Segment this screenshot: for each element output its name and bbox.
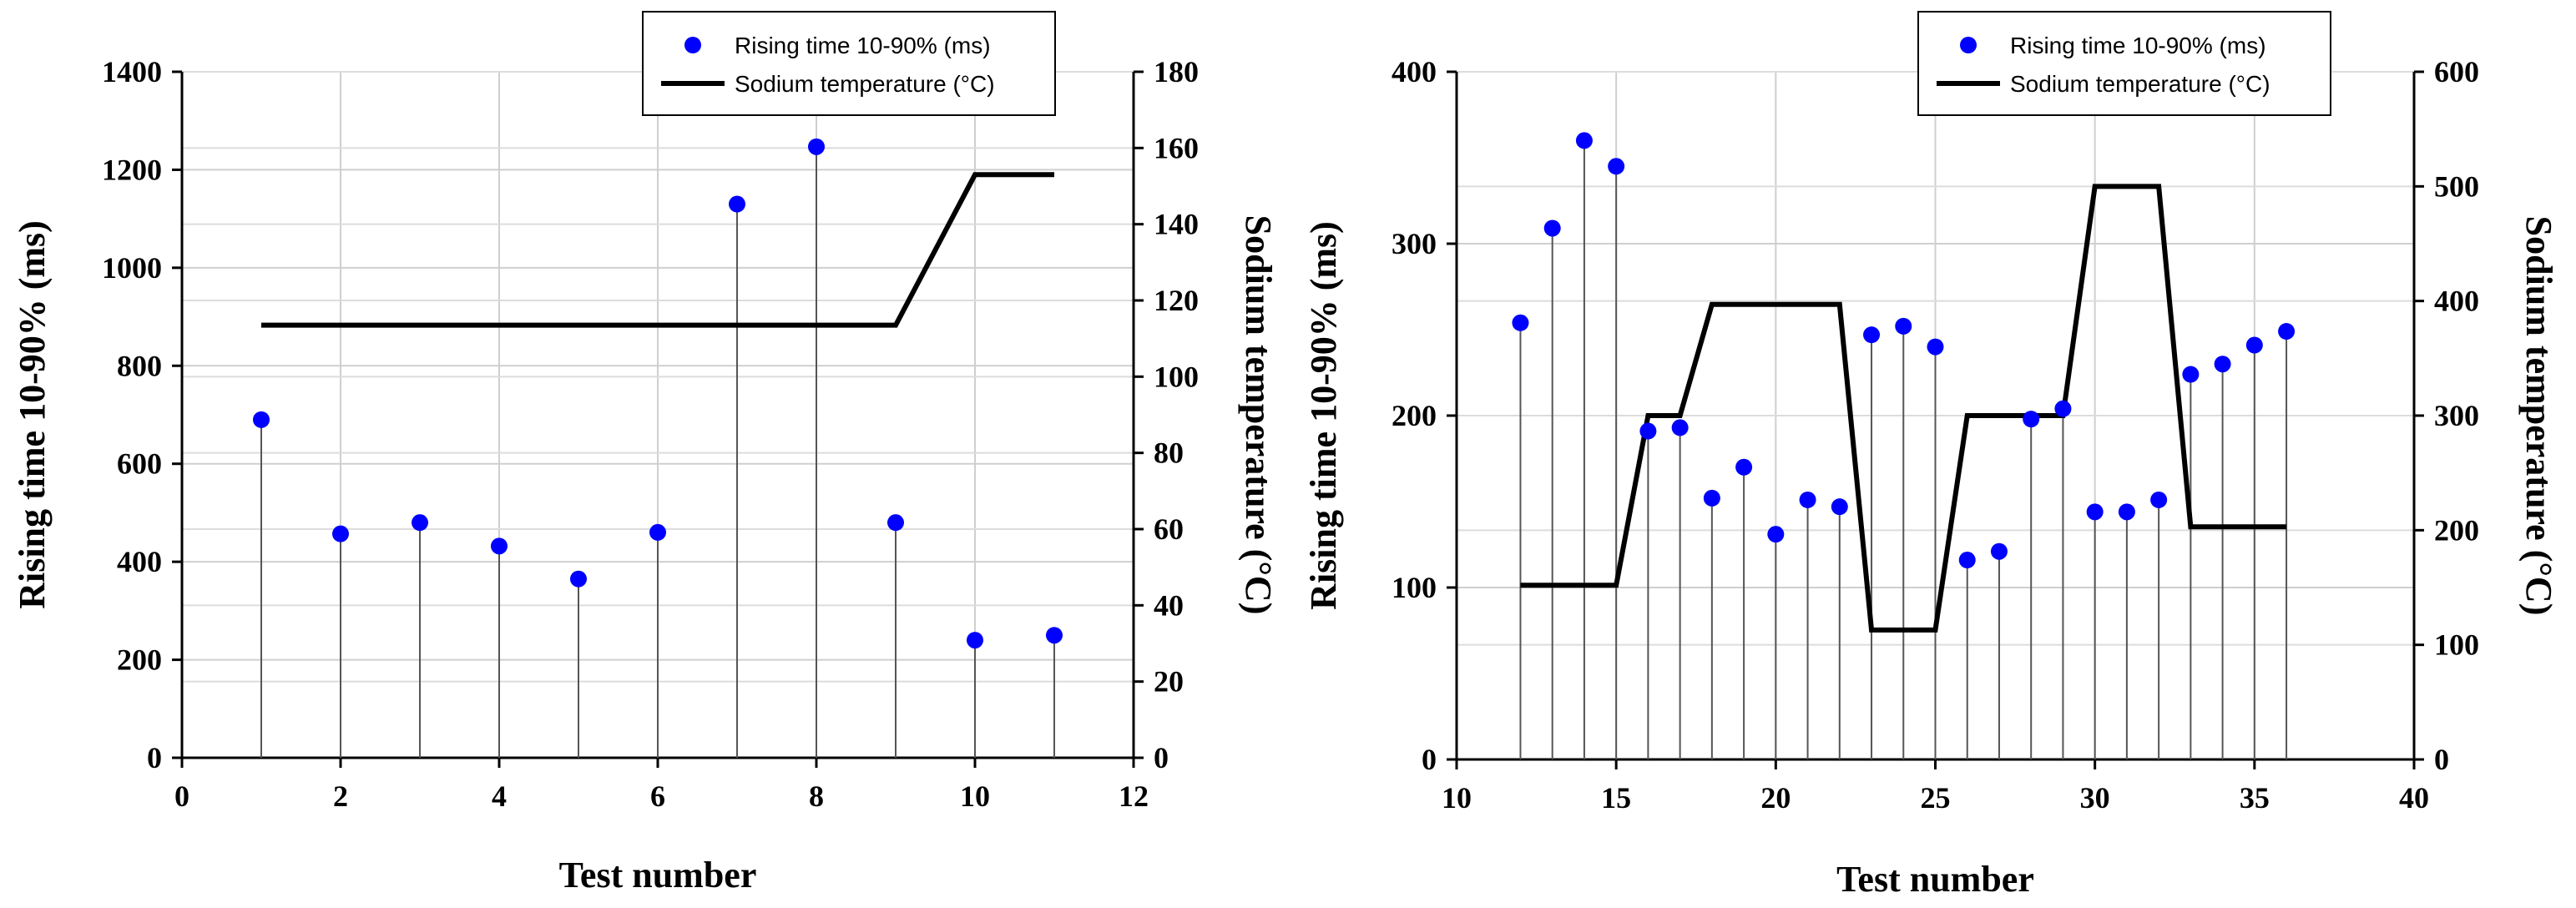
y-tick-label-left: 1400 xyxy=(102,55,162,88)
x-tick-label: 2 xyxy=(333,779,348,813)
x-tick-label: 6 xyxy=(650,779,665,813)
y-tick-label-right: 0 xyxy=(1154,741,1169,774)
legend-box xyxy=(1917,11,2331,116)
rising-time-point xyxy=(1735,458,1753,476)
rising-time-point xyxy=(253,411,270,428)
rising-time-point xyxy=(1799,491,1816,508)
rising-time-point xyxy=(1512,314,1529,331)
y-tick-label-right: 160 xyxy=(1154,131,1199,164)
rising-time-point xyxy=(2214,356,2231,373)
legend-label-rising-time: Rising time 10-90% (ms) xyxy=(735,33,991,58)
y-tick-label-right: 0 xyxy=(2434,743,2449,776)
y-axis-title-left: Rising time 10-90% (ms) xyxy=(1303,221,1344,610)
y-tick-label-right: 600 xyxy=(2434,55,2479,88)
sodium-temperature-line xyxy=(1520,184,2287,633)
rising-time-point xyxy=(2086,503,2104,521)
rising-time-point xyxy=(1927,338,1944,356)
y-tick-label-right: 60 xyxy=(1154,512,1184,546)
y-tick-label-right: 500 xyxy=(2434,169,2479,203)
y-tick-label-left: 800 xyxy=(117,349,162,382)
y-tick-label-right: 40 xyxy=(1154,588,1184,622)
y-tick-label-right: 180 xyxy=(1154,55,1199,88)
rising-time-point xyxy=(1895,317,1912,335)
x-tick-label: 25 xyxy=(1921,781,1951,815)
x-axis-title: Test number xyxy=(559,855,757,895)
legend-label-rising-time: Rising time 10-90% (ms) xyxy=(2010,33,2266,58)
rising-time-point xyxy=(412,514,428,532)
rising-time-point xyxy=(2278,323,2296,340)
x-tick-label: 10 xyxy=(1442,781,1472,815)
y-tick-label-left: 100 xyxy=(1392,571,1437,604)
y-tick-label-right: 100 xyxy=(1154,360,1199,393)
y-tick-label-right: 200 xyxy=(2434,513,2479,547)
rising-time-point xyxy=(570,570,587,588)
rising-time-point xyxy=(2023,411,2040,428)
x-tick-label: 35 xyxy=(2240,781,2270,815)
legend-marker-rising-time xyxy=(1960,37,1977,53)
rising-time-point xyxy=(2054,400,2072,417)
y-tick-label-left: 600 xyxy=(117,447,162,481)
rising-time-point xyxy=(1543,219,1561,237)
rising-time-point xyxy=(1671,419,1689,436)
rising-time-point xyxy=(1958,552,1976,569)
rising-time-point xyxy=(332,525,349,542)
rising-time-point xyxy=(1608,158,1625,175)
x-tick-label: 30 xyxy=(2080,781,2110,815)
rising-time-point xyxy=(2150,491,2168,508)
y-tick-label-right: 120 xyxy=(1154,284,1199,317)
y-axis-title-left: Rising time 10-90% (ms) xyxy=(12,220,53,609)
y-tick-label-left: 200 xyxy=(1392,399,1437,432)
rising-time-point xyxy=(1046,627,1063,644)
rising-time-point xyxy=(729,195,745,213)
x-tick-label: 4 xyxy=(492,779,507,813)
y-tick-label-right: 100 xyxy=(2434,628,2479,662)
rising-time-point xyxy=(1703,489,1720,507)
rising-time-point xyxy=(2182,366,2200,383)
legend-marker-rising-time xyxy=(684,37,701,53)
y-tick-label-left: 1200 xyxy=(102,153,162,186)
x-tick-label: 10 xyxy=(960,779,990,813)
rising-time-point xyxy=(1575,132,1593,149)
y-tick-label-right: 300 xyxy=(2434,399,2479,432)
y-tick-label-right: 140 xyxy=(1154,208,1199,241)
y-tick-label-left: 300 xyxy=(1392,227,1437,260)
legend-label-sodium-temperature: Sodium temperature (°C) xyxy=(2010,71,2270,97)
rising-time-point xyxy=(967,632,983,649)
legend-box xyxy=(642,11,1056,116)
y-tick-label-left: 400 xyxy=(117,545,162,578)
y-tick-label-right: 400 xyxy=(2434,285,2479,318)
x-tick-label: 15 xyxy=(1601,781,1631,815)
rising-time-point xyxy=(491,537,508,555)
y-tick-label-left: 0 xyxy=(147,741,162,774)
sodium-temperature-line xyxy=(261,172,1054,328)
rising-time-point xyxy=(1831,498,1848,516)
y-tick-label-left: 400 xyxy=(1392,55,1437,88)
legend-label-sodium-temperature: Sodium temperature (°C) xyxy=(735,71,995,97)
y-tick-label-right: 80 xyxy=(1154,436,1184,470)
rising-time-point xyxy=(2245,336,2263,354)
rising-time-point xyxy=(808,138,825,155)
y-tick-label-left: 1000 xyxy=(102,251,162,285)
rising-time-point xyxy=(649,523,666,541)
rising-time-point xyxy=(1990,542,2008,560)
x-tick-label: 0 xyxy=(174,779,189,813)
rising-time-point xyxy=(1639,422,1657,440)
rising-time-point xyxy=(1863,326,1881,344)
x-tick-label: 8 xyxy=(809,779,824,813)
x-axis-title: Test number xyxy=(1836,859,2034,900)
y-tick-label-left: 200 xyxy=(117,643,162,677)
chart-right: 10 15 20 25 30 35 4001002003004000100200300400… xyxy=(1303,11,2559,900)
chart-left: 0 2 4 6 8 10 120200400600800100012001400020406… xyxy=(12,11,1279,895)
y-tick-label-right: 20 xyxy=(1154,665,1184,699)
rising-time-point xyxy=(1767,526,1785,543)
y-axis-title-right: Sodium temperature (°C) xyxy=(1238,215,1279,615)
rising-time-point xyxy=(2118,503,2135,521)
y-tick-label-left: 0 xyxy=(1422,743,1437,776)
x-tick-label: 20 xyxy=(1760,781,1791,815)
x-tick-label: 40 xyxy=(2399,781,2429,815)
rising-time-point xyxy=(887,514,904,532)
x-tick-label: 12 xyxy=(1119,779,1149,813)
y-axis-title-right: Sodium temperature (°C) xyxy=(2518,216,2559,616)
